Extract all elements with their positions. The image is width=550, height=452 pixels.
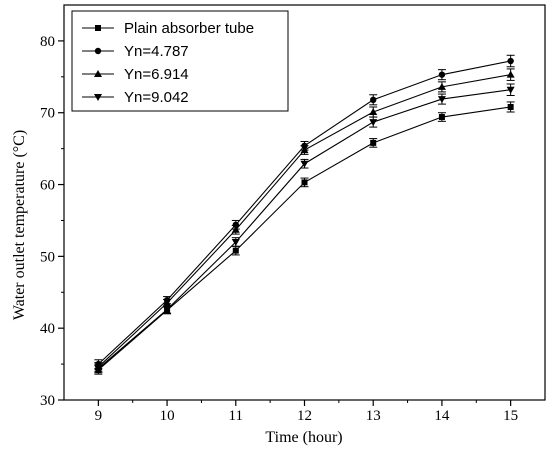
data-point bbox=[507, 57, 514, 65]
x-tick-label: 12 bbox=[297, 408, 312, 424]
y-tick-label: 60 bbox=[40, 178, 55, 194]
legend: Plain absorber tube Yn=4.787 Yn=6.914 Yn=9.… bbox=[71, 10, 289, 112]
y-tick-label: 70 bbox=[40, 106, 55, 122]
data-point bbox=[507, 103, 514, 110]
data-point bbox=[232, 247, 239, 254]
y-tick-label: 80 bbox=[40, 34, 55, 50]
legend-marker bbox=[95, 25, 101, 31]
plot-area: 9 10 11 12 13 14 15 30 40 50 60 70 80 bbox=[40, 4, 546, 424]
legend-marker bbox=[94, 94, 102, 101]
x-tick-label: 11 bbox=[229, 408, 243, 424]
series-line-3 bbox=[97, 89, 511, 369]
legend-label: Yn=4.787 bbox=[124, 43, 189, 60]
data-point bbox=[231, 225, 240, 233]
legend-label: Plain absorber tube bbox=[124, 20, 254, 37]
x-tick-label: 10 bbox=[160, 408, 175, 424]
data-point bbox=[231, 239, 240, 246]
data-point bbox=[94, 365, 103, 373]
x-tick-label: 15 bbox=[503, 408, 518, 424]
series-line-2 bbox=[97, 74, 511, 368]
data-point bbox=[300, 160, 309, 168]
y-tick-label: 40 bbox=[40, 321, 55, 337]
data-point bbox=[370, 139, 377, 146]
data-point bbox=[369, 108, 378, 116]
data-point bbox=[437, 82, 446, 90]
data-point bbox=[301, 179, 308, 186]
data-point bbox=[438, 71, 446, 78]
legend-label: Yn=6.914 bbox=[124, 66, 189, 83]
x-axis-title: Time (hour) bbox=[265, 429, 342, 446]
data-point bbox=[438, 114, 445, 121]
data-point bbox=[506, 86, 515, 94]
data-point bbox=[163, 306, 172, 314]
data-point bbox=[300, 146, 309, 154]
y-axis-title: Water outlet temperature (°C) bbox=[11, 130, 28, 320]
legend-label: Yn=9.042 bbox=[124, 89, 189, 106]
legend-marker bbox=[94, 47, 102, 55]
y-tick-label: 30 bbox=[40, 393, 55, 409]
data-point bbox=[437, 96, 446, 104]
data-point bbox=[163, 299, 172, 307]
x-tick-label: 13 bbox=[366, 408, 381, 424]
data-point bbox=[370, 96, 377, 104]
x-tick-label: 14 bbox=[434, 408, 450, 424]
legend-marker bbox=[94, 70, 102, 77]
x-tick-label: 9 bbox=[95, 408, 103, 424]
data-point bbox=[232, 221, 239, 228]
data-point bbox=[506, 70, 515, 78]
data-point bbox=[369, 119, 378, 127]
y-tick-label: 50 bbox=[40, 249, 55, 265]
